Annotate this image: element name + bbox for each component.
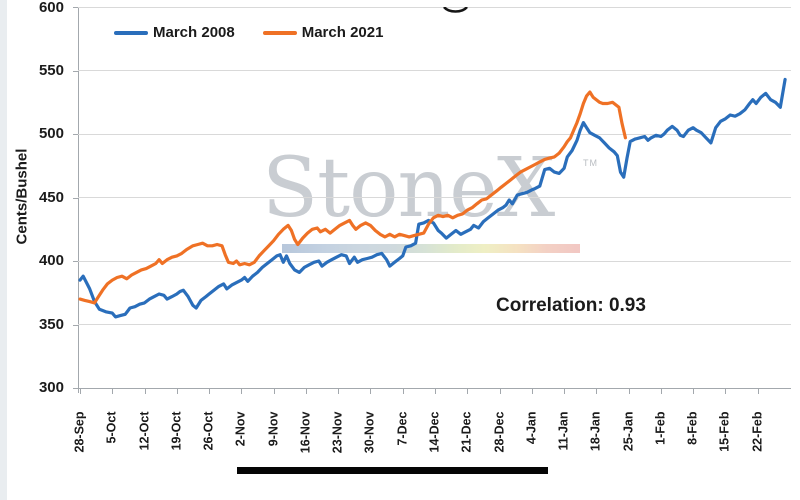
x-tick-mark [112,389,114,394]
x-tick-mark [564,389,566,394]
x-tick-mark [757,389,759,394]
y-tick-label-500: 500 [38,125,64,142]
x-tick-mark [499,389,501,394]
x-tick-mark [725,389,727,394]
y-tick-label-400: 400 [38,252,64,269]
x-tick-mark [176,389,178,394]
march-2008-legend-label: March 2008 [153,24,235,41]
x-tick-mark [467,389,469,394]
y-tick-label-550: 550 [38,61,64,79]
x-tick-mark [402,389,404,394]
black-redaction-bar [237,467,548,474]
x-tick-mark [370,389,372,394]
y-tick-label-350: 350 [38,315,64,333]
x-tick-mark [273,389,275,394]
y-tick-mark [73,134,78,135]
march-2021-line-swatch [262,30,297,35]
y-tick-mark [73,70,78,72]
x-tick-mark [209,389,211,394]
y-tick-mark [73,7,78,8]
x-tick-mark [434,389,436,394]
title-descender-glyph [443,6,468,13]
gridline-400 [78,260,791,262]
y-tick-label-600: 600 [38,0,64,16]
x-tick-mark [531,389,533,394]
march-2021-legend-label: March 2021 [301,24,384,41]
x-tick-mark [338,389,340,394]
left-edge-strip [0,0,7,500]
x-tick-mark [241,389,243,394]
x-tick-mark [80,389,81,394]
gridline-500 [78,133,791,135]
y-tick-label-450: 450 [38,188,64,206]
x-tick-mark [628,389,630,394]
x-axis-line [78,388,791,389]
stonex-rainbow-bar [282,244,580,253]
y-tick-label-300: 300 [38,379,64,396]
gridline-350 [78,324,791,325]
y-tick-mark [73,261,78,262]
series-line-march-2008 [78,77,787,319]
series-line-march-2021 [78,90,628,305]
correlation-annotation: Correlation: 0.93 [496,295,646,316]
x-tick-mark [144,389,146,394]
stonex-watermark: StoneX [262,141,555,236]
march-2008-line-swatch [114,30,148,35]
y-tick-mark [73,324,78,326]
legend-item-march-2008: March 2008 [114,24,235,41]
trademark-symbol: TM [583,158,598,168]
y-tick-mark [73,388,78,389]
x-tick-mark [305,389,307,394]
gridline-600 [78,6,791,8]
gridline-550 [78,70,791,71]
cropped-title-fragment [443,0,469,18]
legend-item-march-2021: March 2021 [262,24,384,41]
x-tick-mark [693,389,695,394]
gridline-450 [78,197,791,198]
y-tick-mark [73,197,78,199]
x-tick-mark [660,389,662,394]
legend: March 2008 March 2021 [114,24,383,41]
x-tick-mark [596,389,598,394]
y-axis-line [78,7,79,393]
